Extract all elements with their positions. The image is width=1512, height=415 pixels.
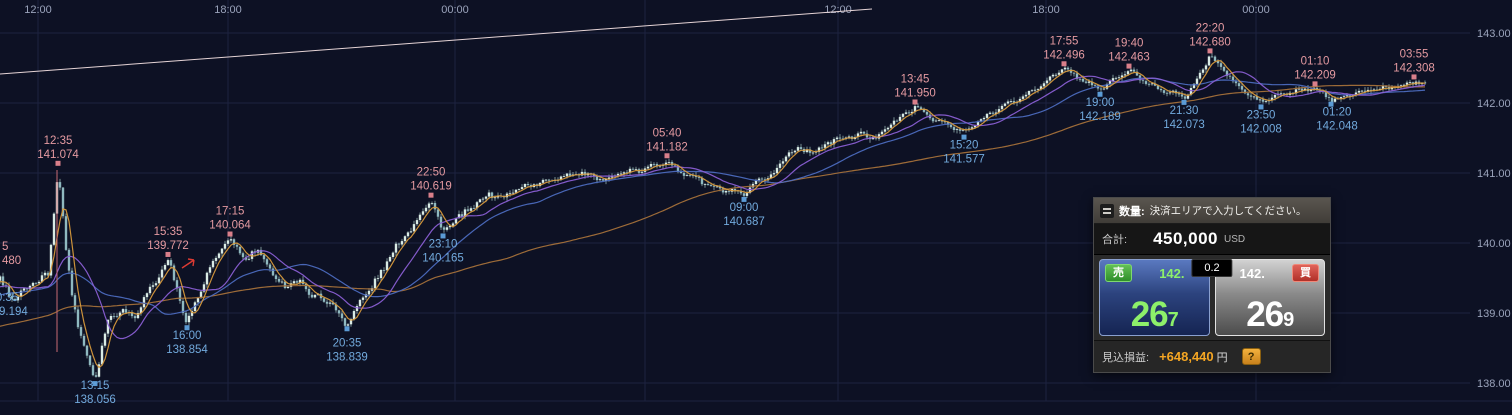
- svg-text:12:00: 12:00: [824, 4, 852, 16]
- svg-text:138.00: 138.00: [1477, 378, 1511, 390]
- help-button[interactable]: ?: [1241, 348, 1261, 365]
- sell-badge: 売: [1105, 264, 1132, 283]
- svg-text:00:00: 00:00: [441, 4, 469, 16]
- buy-price-pip: 9: [1283, 309, 1294, 331]
- total-label: 合計:: [1102, 234, 1128, 246]
- quantity-label: 数量:: [1119, 205, 1145, 218]
- svg-text:141.00: 141.00: [1477, 168, 1511, 180]
- svg-text:12:00: 12:00: [24, 4, 52, 16]
- sell-price: 267: [1100, 297, 1209, 332]
- buy-price-big: 26: [1246, 295, 1284, 334]
- total-row: 合計: 450,000 USD: [1094, 224, 1330, 255]
- order-panel: 数量: 決済エリアで入力してください。 合計: 450,000 USD 売 14…: [1093, 197, 1331, 373]
- svg-text:139.00: 139.00: [1477, 308, 1511, 320]
- spread-value: 0.2: [1191, 259, 1233, 277]
- sell-price-pip: 7: [1167, 309, 1179, 331]
- sell-price-big: 26: [1130, 295, 1169, 334]
- svg-text:140.00: 140.00: [1477, 238, 1511, 250]
- quantity-hint: 決済エリアで入力してください。: [1149, 205, 1307, 217]
- total-unit: USD: [1224, 233, 1246, 245]
- buy-price: 269: [1216, 297, 1325, 332]
- buy-button[interactable]: 142. 買 269: [1214, 259, 1325, 336]
- order-panel-header: 数量: 決済エリアで入力してください。: [1094, 198, 1330, 224]
- pl-value: +648,440: [1159, 349, 1214, 364]
- sell-button[interactable]: 売 142. 267: [1099, 259, 1210, 336]
- sell-price-head: 142.: [1159, 266, 1185, 281]
- svg-text:143.00: 143.00: [1477, 28, 1511, 40]
- svg-text:18:00: 18:00: [214, 4, 242, 16]
- svg-text:142.00: 142.00: [1477, 98, 1511, 110]
- svg-text:00:00: 00:00: [1242, 4, 1270, 16]
- pl-label: 見込損益:: [1102, 351, 1150, 364]
- quantity-icon: [1100, 203, 1114, 218]
- total-value: 450,000: [1153, 229, 1219, 248]
- svg-text:18:00: 18:00: [1032, 4, 1060, 16]
- pl-unit: 円: [1216, 351, 1228, 364]
- order-buttons-row: 売 142. 267 0.2 142. 買 269: [1094, 255, 1330, 341]
- buy-badge: 買: [1292, 264, 1319, 283]
- buy-price-head: 142.: [1239, 266, 1265, 281]
- profit-loss-row: 見込損益: +648,440 円 ?: [1094, 341, 1330, 372]
